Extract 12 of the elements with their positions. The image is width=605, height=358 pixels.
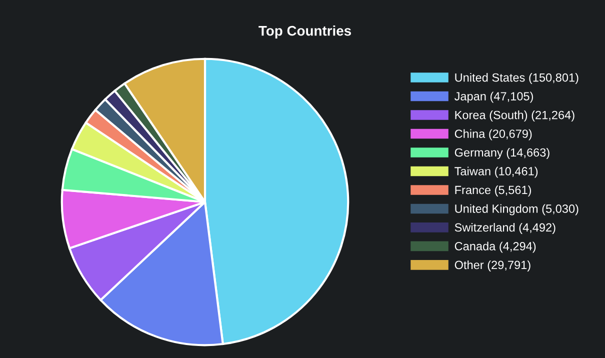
chart-title: Top Countries bbox=[258, 26, 351, 38]
legend-label: Korea (South) (21,264) bbox=[455, 110, 574, 122]
legend-label: Canada (4,294) bbox=[454, 242, 536, 253]
legend-label: Switzerland (4,492) bbox=[454, 222, 556, 234]
legend-label: United Kingdom (5,030) bbox=[455, 204, 578, 216]
legend-label: Taiwan (10,461) bbox=[454, 166, 538, 178]
legend-label: Other (29,791) bbox=[454, 260, 530, 272]
legend-label: Germany (14,663) bbox=[454, 148, 550, 160]
legend-label: United States (150,801) bbox=[455, 73, 578, 84]
legend-label: China (20,679) bbox=[454, 129, 532, 140]
legend-label: Japan (47,105) bbox=[454, 92, 533, 103]
legend-label: France (5,561) bbox=[455, 185, 531, 196]
